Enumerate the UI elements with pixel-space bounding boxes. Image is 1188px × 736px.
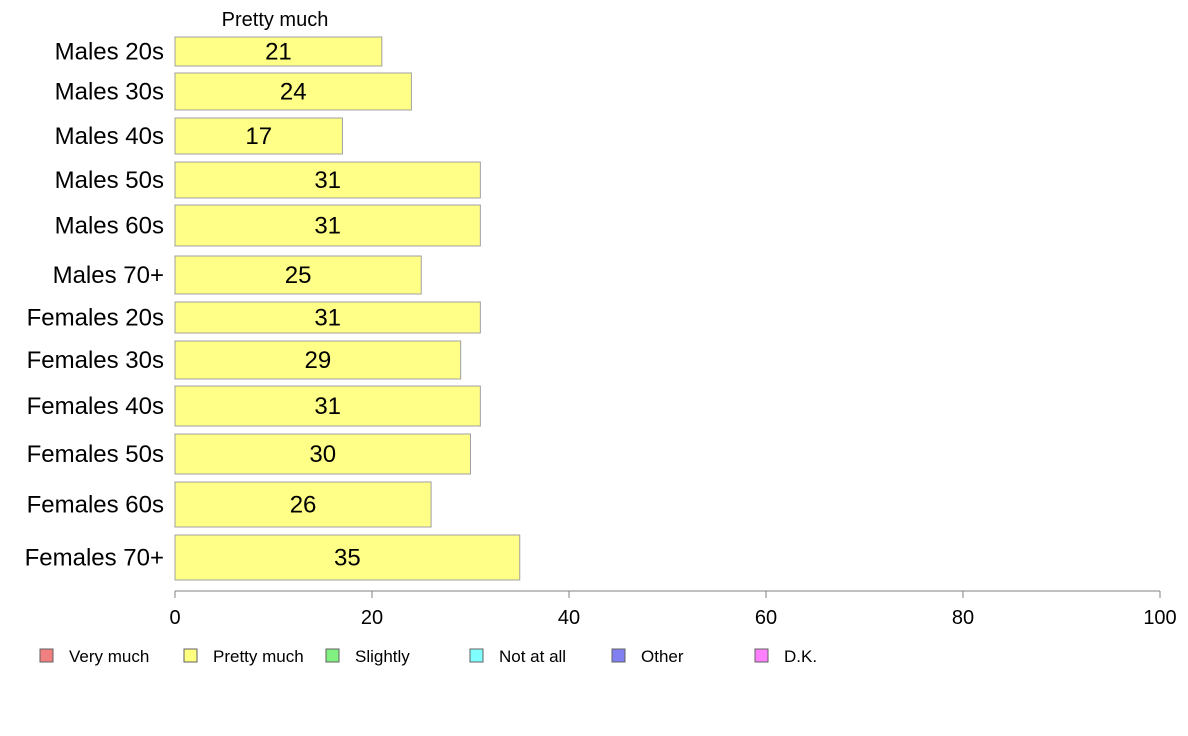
bar bbox=[174, 161, 481, 199]
bar-value-label: 31 bbox=[314, 305, 341, 332]
x-tick-label: 40 bbox=[558, 607, 580, 629]
bar-value-label: 21 bbox=[265, 39, 292, 66]
x-tick-label: 0 bbox=[169, 607, 180, 629]
category-label: Females 50s bbox=[27, 441, 164, 468]
legend-swatch bbox=[325, 648, 340, 663]
bar-value-label: 31 bbox=[314, 213, 341, 240]
category-label: Males 40s bbox=[55, 123, 164, 150]
bar bbox=[174, 72, 412, 111]
series-title: Pretty much bbox=[222, 9, 329, 31]
legend-swatch bbox=[611, 648, 626, 663]
legend-label: D.K. bbox=[784, 647, 817, 666]
legend-swatch bbox=[39, 648, 54, 663]
category-label: Males 60s bbox=[55, 213, 164, 240]
bar-value-label: 35 bbox=[334, 545, 361, 572]
legend-label: Other bbox=[641, 647, 684, 666]
legend-label: Slightly bbox=[355, 647, 410, 666]
legend-label: Very much bbox=[69, 647, 149, 666]
category-label: Females 40s bbox=[27, 393, 164, 420]
legend-swatch bbox=[183, 648, 198, 663]
x-tick-label: 100 bbox=[1143, 607, 1176, 629]
bar bbox=[174, 255, 422, 295]
category-label: Males 30s bbox=[55, 79, 164, 106]
bar-value-label: 24 bbox=[280, 79, 307, 106]
category-label: Females 20s bbox=[27, 305, 164, 332]
bar bbox=[174, 117, 343, 155]
bar-value-label: 30 bbox=[309, 441, 336, 468]
legend-label: Not at all bbox=[499, 647, 566, 666]
legend-swatch bbox=[469, 648, 484, 663]
legend: Very much Pretty much Slightly Not at all Ot… bbox=[39, 647, 817, 666]
bar bbox=[174, 36, 383, 67]
x-tick-label: 60 bbox=[755, 607, 777, 629]
category-label: Males 70+ bbox=[53, 262, 164, 289]
bar bbox=[174, 481, 432, 528]
x-tick-label: 80 bbox=[952, 607, 974, 629]
bar-value-label: 31 bbox=[314, 167, 341, 194]
x-axis: 0 20 40 60 80 100 bbox=[169, 590, 1177, 629]
x-tick-label: 20 bbox=[361, 607, 383, 629]
category-label: Females 70+ bbox=[25, 545, 164, 572]
bar-value-label: 17 bbox=[245, 123, 272, 150]
bar-value-label: 31 bbox=[314, 393, 341, 420]
bar bbox=[174, 301, 481, 334]
bar bbox=[174, 340, 462, 380]
bar bbox=[174, 433, 471, 475]
bar bbox=[174, 385, 481, 427]
bar-value-label: 29 bbox=[304, 347, 331, 374]
legend-label: Pretty much bbox=[213, 647, 304, 666]
category-label: Males 20s bbox=[55, 39, 164, 66]
bar-value-label: 26 bbox=[290, 492, 317, 519]
legend-swatch bbox=[754, 648, 769, 663]
bar bbox=[174, 204, 481, 247]
bar-value-label: 25 bbox=[285, 262, 312, 289]
bars-group: Males 20s 21 Males 30s 24 Males 40s 17 Males 5… bbox=[25, 36, 521, 581]
category-label: Males 50s bbox=[55, 167, 164, 194]
category-label: Females 30s bbox=[27, 347, 164, 374]
bar bbox=[174, 534, 521, 581]
category-label: Females 60s bbox=[27, 492, 164, 519]
